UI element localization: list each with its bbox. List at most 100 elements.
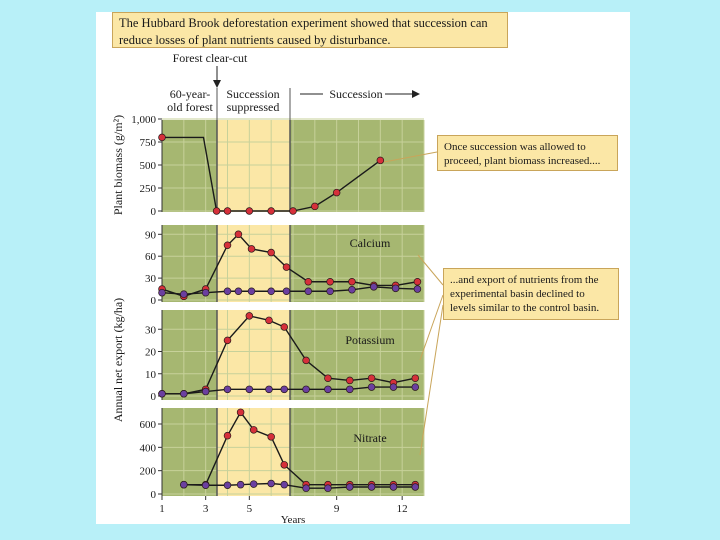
control-series-point — [326, 287, 334, 295]
experimental-series-point — [245, 312, 254, 320]
callout-pointer — [383, 151, 438, 163]
experimental-series-point — [267, 248, 275, 257]
control-series-point — [324, 484, 332, 492]
control-series-point — [348, 286, 356, 294]
suppressed-band — [217, 120, 290, 212]
control-series-point — [346, 483, 354, 491]
control-series-point — [324, 385, 332, 394]
control-series-point — [201, 387, 210, 396]
control-series-point — [201, 288, 210, 297]
y-tick-label: 1,000 — [131, 114, 156, 126]
control-series-point — [158, 390, 166, 398]
control-series-point — [223, 287, 232, 295]
control-series-point — [245, 385, 254, 394]
y-axis-title-biomass: Plant biomass (g/m²) — [111, 115, 125, 215]
experimental-series-point — [247, 245, 256, 253]
panel-label: Nitrate — [353, 431, 386, 445]
experimental-series-point — [411, 374, 420, 382]
biomass-point — [245, 207, 254, 215]
control-series-point — [249, 480, 258, 488]
experimental-series-point — [367, 374, 376, 382]
clear-cut-label: Forest clear-cut — [173, 51, 248, 65]
biomass-point — [223, 207, 232, 215]
biomass-point — [267, 207, 275, 215]
experimental-series-point — [280, 461, 289, 469]
experimental-series-point — [304, 278, 313, 286]
callout-pointer — [419, 304, 444, 456]
biomass-line — [162, 136, 381, 212]
experimental-series-point — [326, 278, 334, 286]
panel-label: Potassium — [345, 333, 395, 347]
control-series-point — [367, 483, 376, 491]
experimental-series-point — [346, 376, 354, 385]
phase-label-old-forest: 60-year- — [170, 87, 210, 101]
y-tick-label: 10 — [145, 369, 157, 381]
control-series-point — [413, 285, 422, 293]
experimental-series-point — [234, 230, 243, 239]
experimental-series-point — [249, 426, 258, 434]
y-tick-label: 60 — [145, 251, 157, 263]
x-tick-label: 3 — [203, 503, 209, 515]
control-series-point — [282, 287, 291, 295]
biomass-point — [289, 207, 297, 215]
clear-cut-arrowhead — [213, 80, 221, 88]
experimental-series-point — [223, 336, 232, 345]
control-series-point — [304, 287, 313, 295]
biomass-point — [376, 156, 385, 165]
y-tick-label: 400 — [140, 442, 157, 454]
biomass-point — [332, 188, 341, 197]
experimental-series-point — [348, 278, 356, 286]
control-series-point — [158, 288, 166, 297]
biomass-point — [311, 202, 319, 211]
y-tick-label: 0 — [151, 391, 157, 403]
control-series-point — [265, 385, 273, 394]
control-series-point — [180, 480, 188, 489]
callout-pointer — [419, 294, 444, 361]
phase-label-succession: Succession — [329, 87, 382, 101]
x-tick-label: 5 — [247, 503, 253, 515]
y-tick-label: 750 — [140, 137, 157, 149]
control-series-point — [391, 284, 400, 293]
control-series-point — [267, 479, 275, 488]
y-tick-label: 200 — [140, 466, 157, 478]
phase-label-old-forest: old forest — [167, 100, 213, 114]
control-series-point — [302, 385, 310, 394]
y-tick-label: 0 — [151, 206, 157, 218]
experimental-series-point — [223, 431, 232, 440]
control-series-point — [370, 283, 378, 291]
control-series-point — [367, 383, 376, 391]
y-tick-label: 0 — [151, 489, 157, 501]
y-axis-title-export: Annual net export (kg/ha) — [111, 298, 125, 422]
panel-label: Calcium — [350, 236, 391, 250]
x-tick-label: 1 — [159, 503, 165, 515]
callout-nutrient-export: ...and export of nutrients from the expe… — [443, 268, 619, 320]
experimental-series-point — [265, 316, 273, 325]
experimental-series-point — [324, 374, 332, 382]
control-series-point — [223, 385, 232, 394]
control-series-point — [236, 480, 245, 489]
control-series-point — [223, 481, 232, 490]
callout-pointer — [417, 254, 444, 286]
control-series-point — [411, 483, 420, 491]
callout-biomass: Once succession was allowed to proceed, … — [437, 135, 618, 171]
experimental-series-point — [413, 278, 422, 286]
experimental-series-point — [236, 408, 245, 417]
succession-arrowhead — [412, 90, 420, 98]
control-series-point — [346, 385, 354, 394]
control-series-point — [302, 484, 310, 492]
experimental-series-point — [280, 323, 289, 331]
control-series-point — [247, 287, 256, 295]
y-tick-label: 0 — [151, 295, 157, 307]
control-series-point — [411, 383, 420, 391]
control-series-point — [389, 483, 398, 491]
caption-box: The Hubbard Brook deforestation experime… — [112, 12, 508, 48]
x-tick-label: 12 — [397, 503, 408, 515]
x-tick-label: 9 — [334, 503, 340, 515]
x-axis-label: Years — [281, 514, 306, 526]
experimental-series-point — [223, 241, 232, 250]
biomass-point — [212, 207, 221, 215]
experimental-series-point — [282, 263, 291, 271]
experimental-series-point — [267, 433, 275, 441]
y-tick-label: 500 — [140, 160, 157, 172]
